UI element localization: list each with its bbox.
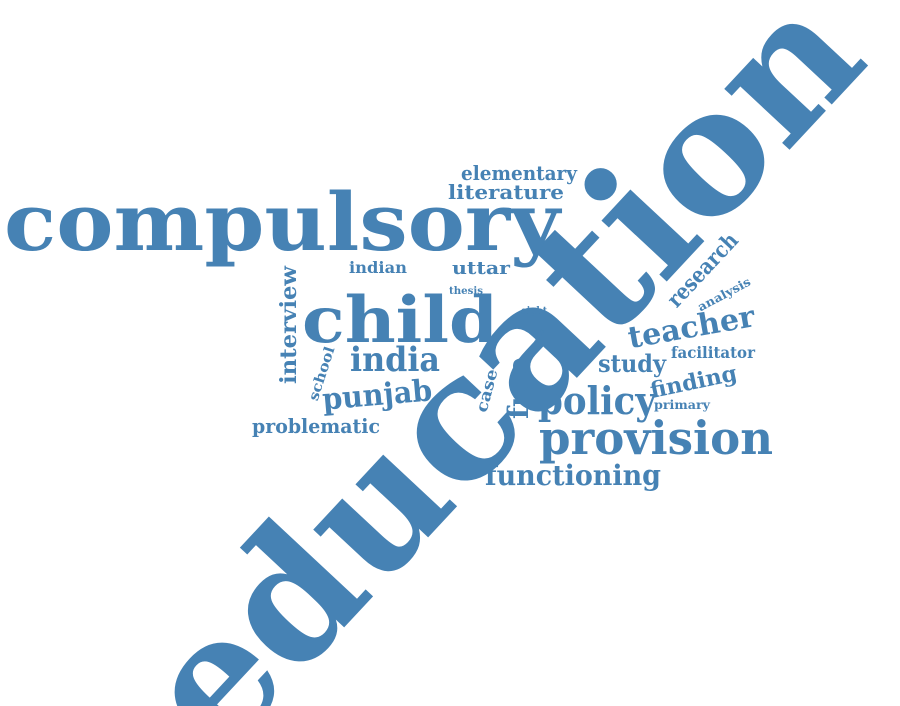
word-problematic: problematic xyxy=(252,414,380,438)
word-provision: provision xyxy=(539,411,773,465)
word-policy: policy xyxy=(538,378,657,423)
word-functioning: functioning xyxy=(485,459,661,492)
word-literature: literature xyxy=(448,180,564,204)
word-india: india xyxy=(350,340,440,380)
word-thesis: thesis xyxy=(449,286,483,297)
word-free: free xyxy=(502,357,535,419)
word-uttar: uttar xyxy=(452,258,511,279)
word-interview: interview xyxy=(276,265,302,384)
word-child: child xyxy=(302,283,498,358)
word-primary: primary xyxy=(654,398,711,412)
word-eight: eight xyxy=(521,306,547,317)
word-compulsory: compulsory xyxy=(4,175,563,269)
word-study: study xyxy=(598,349,667,378)
word-education: education xyxy=(101,0,900,706)
word-elementary: elementary xyxy=(461,161,578,185)
word-facilitator: facilitator xyxy=(671,343,756,362)
word-indian: indian xyxy=(349,258,407,277)
word-cloud-words: education compulsory child provision ind… xyxy=(4,0,900,706)
